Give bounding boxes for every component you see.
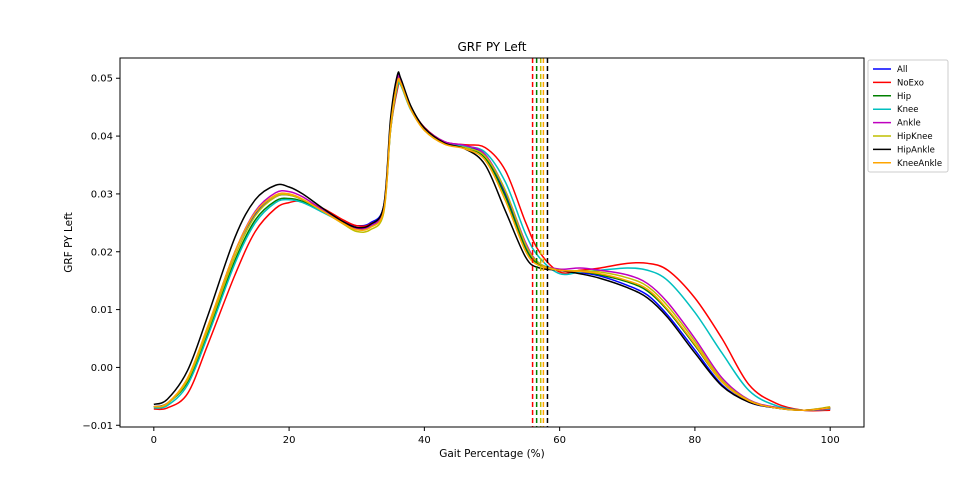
plot-frame xyxy=(119,57,865,428)
chart-title: GRF PY Left xyxy=(457,40,526,54)
x-tick-label: 40 xyxy=(418,435,431,446)
y-tick-label: 0.00 xyxy=(91,363,113,374)
plot-area xyxy=(153,58,831,427)
axis-ticks: 0 20 40 60 80 100 −0.01 0.00 0.01 0.02 0.03 0.04 0.0… xyxy=(82,74,839,446)
x-tick-label: 60 xyxy=(553,435,566,446)
x-axis-title: Gait Percentage (%) xyxy=(439,448,545,460)
y-tick-label: 0.04 xyxy=(91,132,113,143)
x-tick-label: 100 xyxy=(821,435,840,446)
series-line-kneeankle xyxy=(153,77,831,411)
x-tick-label: 20 xyxy=(283,435,296,446)
series-line-hipankle xyxy=(153,71,831,411)
legend-label-hip: Hip xyxy=(897,92,911,102)
x-tick-label: 0 xyxy=(151,435,157,446)
y-axis-title: GRF PY Left xyxy=(63,212,75,272)
y-tick-label: 0.03 xyxy=(91,189,113,200)
legend-label-noexo: NoExo xyxy=(897,78,924,88)
y-tick-label: 0.05 xyxy=(91,74,113,85)
legend-label-hipknee: HipKnee xyxy=(897,132,933,142)
legend-label-hipankle: HipAnkle xyxy=(897,145,935,155)
y-tick-label: −0.01 xyxy=(82,421,113,432)
legend-box xyxy=(867,59,949,173)
legend-label-kneeankle: KneeAnkle xyxy=(897,159,942,169)
series-line-knee xyxy=(153,81,831,412)
legend-label-all: All xyxy=(897,65,908,75)
y-tick-label: 0.02 xyxy=(91,247,113,258)
y-tick-label: 0.01 xyxy=(91,305,113,316)
legend-label-knee: Knee xyxy=(897,105,918,115)
legend: AllNoExoHipKneeAnkleHipKneeHipAnkleKneeA… xyxy=(867,59,949,173)
legend-label-ankle: Ankle xyxy=(897,119,921,129)
x-tick-label: 80 xyxy=(689,435,702,446)
